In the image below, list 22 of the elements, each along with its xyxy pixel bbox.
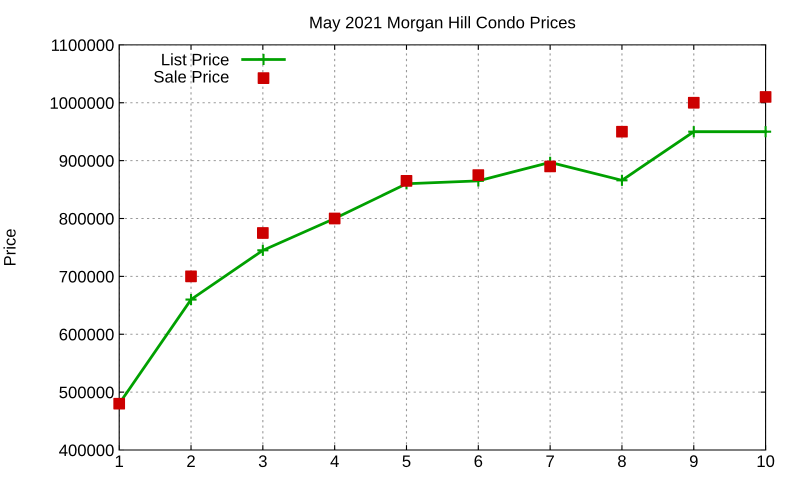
x-tick-label: 1 [116, 455, 124, 467]
y-tick-label: 500000 [59, 386, 114, 398]
y-tick-label: 400000 [59, 444, 114, 456]
y-tick-label: 1000000 [50, 97, 114, 109]
y-tick-label: 1100000 [52, 39, 114, 52]
y-tick-label: 900000 [60, 155, 114, 167]
x-tick-label: 6 [474, 455, 482, 468]
legend-label: Sale Price [154, 70, 229, 83]
x-tick-label: 5 [402, 455, 410, 468]
x-tick-label: 2 [187, 455, 195, 467]
legend-label: List Price [162, 53, 229, 66]
y-tick-label: 800000 [59, 212, 114, 225]
y-tick-label: 600000 [60, 328, 114, 340]
x-tick-label: 9 [690, 455, 698, 468]
x-tick-label: 10 [758, 455, 774, 468]
chart-title: May 2021 Morgan Hill Condo Prices [310, 16, 576, 32]
x-tick-label: 7 [546, 455, 554, 467]
x-tick-label: 3 [258, 455, 267, 468]
x-tick-label: 4 [330, 455, 339, 467]
y-tick-label: 700000 [60, 270, 114, 283]
y-axis-title: Price [3, 229, 16, 266]
x-tick-label: 8 [618, 455, 626, 468]
